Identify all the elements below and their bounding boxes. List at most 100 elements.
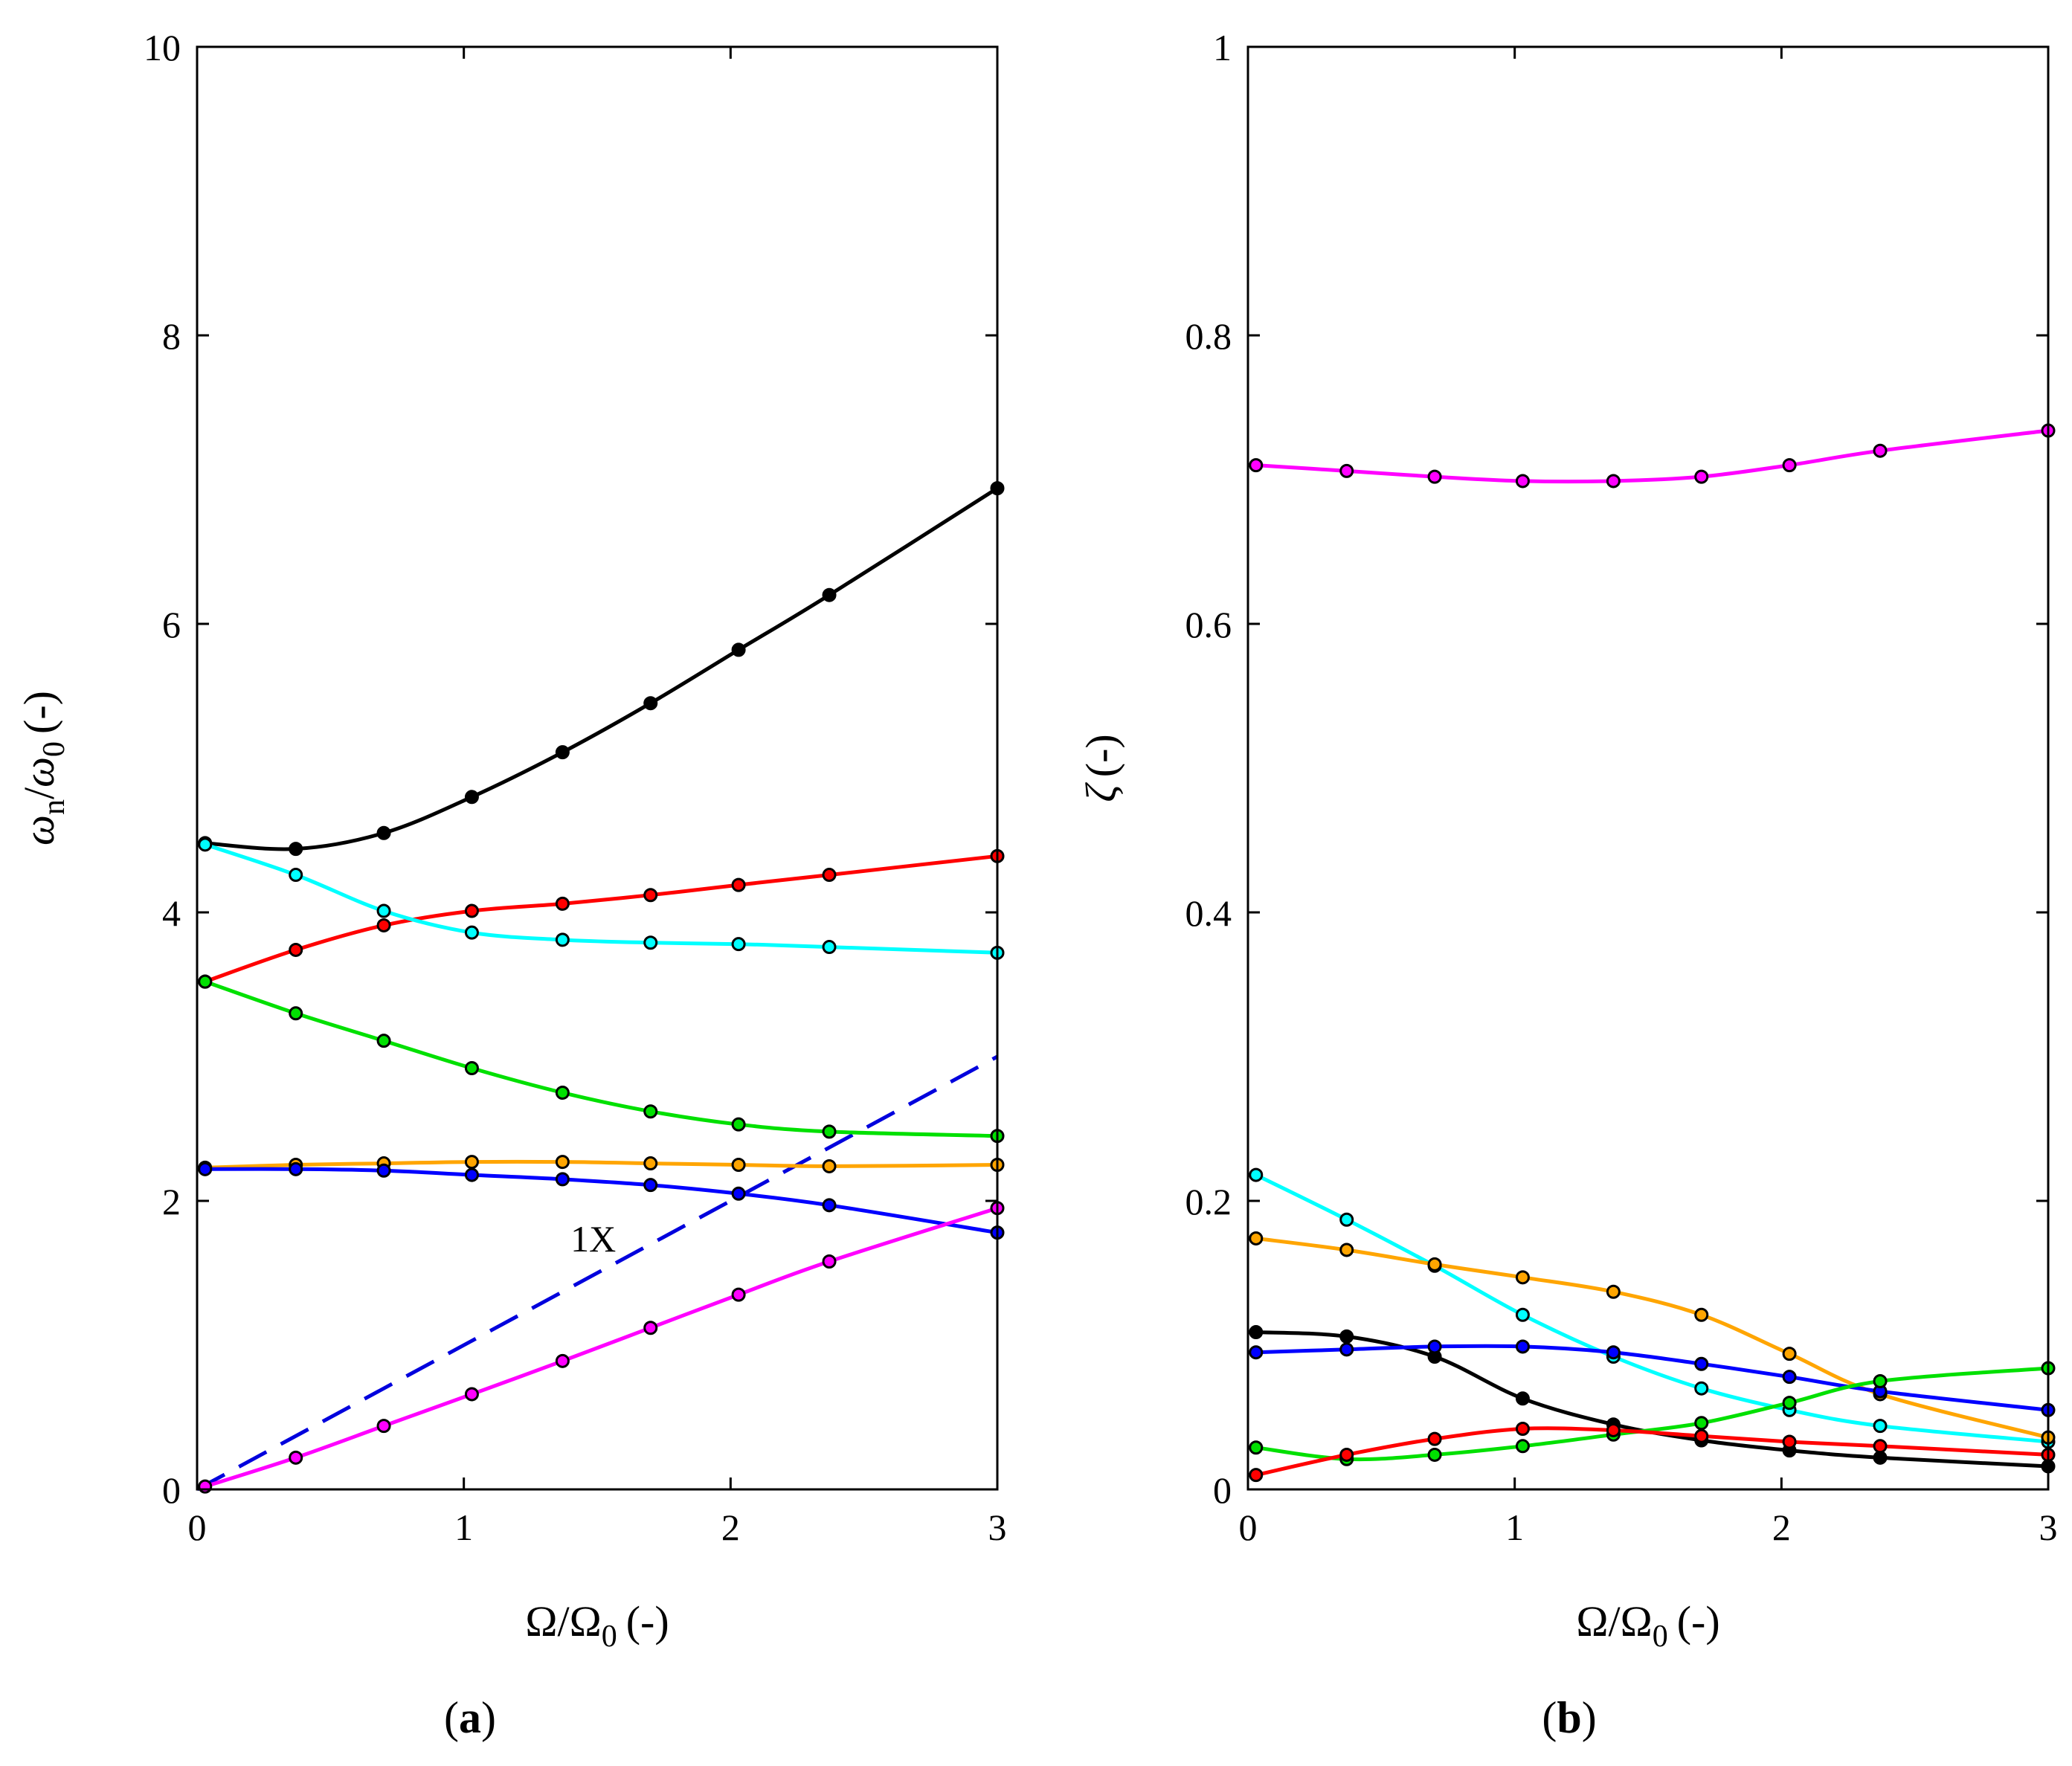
panel-a-markers: [198, 481, 1005, 1494]
panel-a-tick-labels: 0 1 2 3 0 2 4 6 8 10: [144, 27, 1007, 1548]
data-point-orange: [1339, 1243, 1354, 1257]
data-point-cyan: [1873, 1419, 1888, 1434]
data-point-orange: [822, 1158, 837, 1173]
x-tick-label: 1: [1505, 1506, 1524, 1548]
data-point-blue: [1782, 1370, 1797, 1385]
series-line-black: [205, 486, 999, 851]
data-point-blue: [1339, 1342, 1354, 1357]
data-point-blue: [1427, 1339, 1442, 1354]
panel-a-y-axis-title: ωn/ω0(-): [15, 691, 71, 845]
data-point-orange: [1427, 1257, 1442, 1272]
data-point-cyan: [1694, 1381, 1709, 1396]
x-tick-label: 3: [2039, 1506, 2058, 1548]
panel-a-series: [196, 486, 999, 1492]
panel-b-tick-labels: 0 1 2 3 0 0.2 0.4 0.6 0.8 1: [1185, 27, 2058, 1548]
data-point-cyan: [643, 935, 658, 950]
data-point-red: [1873, 1439, 1888, 1454]
data-point-blue: [643, 1178, 658, 1193]
data-point-green: [376, 1034, 391, 1048]
data-point-blue: [464, 1167, 479, 1182]
data-point-red: [1782, 1434, 1797, 1449]
data-point-magenta: [1873, 443, 1888, 458]
data-point-green: [731, 1117, 746, 1132]
data-point-blue: [376, 1163, 391, 1178]
series-line-red: [1255, 1426, 2049, 1477]
data-point-green: [643, 1104, 658, 1119]
data-point-magenta: [1427, 469, 1442, 484]
data-point-magenta: [1249, 458, 1264, 473]
data-point-magenta: [1339, 463, 1354, 478]
data-point-red: [464, 903, 479, 918]
data-point-black: [1339, 1329, 1354, 1344]
data-point-red: [1515, 1422, 1530, 1437]
data-point-green: [1694, 1416, 1709, 1431]
data-point-cyan: [822, 940, 837, 955]
x-tick-label: 3: [988, 1506, 1007, 1548]
panel-b-plot-frame: [1246, 45, 2050, 1491]
data-point-cyan: [555, 932, 570, 947]
data-point-black: [1515, 1391, 1530, 1406]
data-point-red: [1249, 1468, 1264, 1483]
y-tick-label: 0.4: [1185, 892, 1232, 934]
data-point-blue: [555, 1172, 570, 1187]
data-point-red: [555, 896, 570, 911]
data-point-red: [1606, 1422, 1621, 1437]
data-point-blue: [1249, 1345, 1264, 1360]
data-point-blue: [198, 1161, 213, 1176]
series-line-orange: [205, 1159, 998, 1170]
data-point-blue: [1606, 1345, 1621, 1360]
panel-a: 0 1 2 3 0 2 4 6 8 10 1X ωn/ω0(-) Ω/Ω0 (-) (a): [15, 27, 1007, 1742]
data-point-orange: [1694, 1307, 1709, 1322]
panel-b-label: (b): [1542, 1693, 1596, 1742]
y-tick-label: 6: [162, 604, 181, 645]
data-point-green: [1873, 1374, 1888, 1388]
data-point-black: [1873, 1450, 1888, 1465]
series-line-black: [1255, 1330, 2049, 1469]
panel-b-markers: [1249, 423, 2056, 1483]
data-point-magenta: [289, 1450, 303, 1465]
data-point-magenta: [198, 1479, 213, 1494]
data-point-orange: [643, 1156, 658, 1171]
data-point-black: [555, 745, 570, 760]
series-line-magenta: [1255, 428, 2049, 484]
data-point-magenta: [376, 1419, 391, 1434]
series-line-cyan: [1255, 1173, 2049, 1444]
data-point-cyan: [289, 868, 303, 883]
panel-a-1x-label: 1X: [570, 1218, 616, 1260]
panel-b: 0 1 2 3 0 0.2 0.4 0.6 0.8 1 ζ(-) Ω/Ω0 (-) (b): [1077, 27, 2058, 1742]
data-point-black: [822, 587, 837, 602]
y-tick-label: 0.8: [1185, 315, 1232, 357]
data-point-cyan: [731, 937, 746, 952]
data-point-cyan: [1249, 1167, 1264, 1182]
data-point-green: [1249, 1440, 1264, 1455]
data-point-green: [1515, 1439, 1530, 1454]
y-tick-label: 8: [162, 315, 181, 357]
data-point-green: [555, 1086, 570, 1100]
data-point-magenta: [1694, 469, 1709, 484]
series-line-orange: [1255, 1236, 2049, 1440]
data-point-cyan: [376, 903, 391, 918]
data-point-magenta: [822, 1254, 837, 1269]
data-point-cyan: [1339, 1212, 1354, 1227]
data-point-orange: [1249, 1231, 1264, 1245]
data-point-red: [822, 868, 837, 883]
data-point-black: [464, 790, 479, 805]
data-point-orange: [731, 1158, 746, 1172]
data-point-blue: [731, 1186, 746, 1201]
data-point-cyan: [1515, 1307, 1530, 1322]
data-point-black: [731, 642, 746, 657]
y-tick-label: 0.2: [1185, 1181, 1232, 1222]
series-line-green: [1255, 1366, 2049, 1462]
data-point-black: [643, 696, 658, 711]
data-point-green: [198, 974, 213, 989]
panel-a-plot-frame: [196, 45, 999, 1491]
data-point-red: [289, 942, 303, 957]
data-point-red: [1694, 1428, 1709, 1443]
series-line-red: [204, 854, 998, 984]
x-tick-label: 0: [1239, 1506, 1258, 1548]
data-point-magenta: [643, 1321, 658, 1335]
y-tick-label: 4: [162, 892, 181, 934]
data-point-red: [1427, 1431, 1442, 1446]
x-tick-label: 0: [188, 1506, 207, 1548]
y-tick-label: 0: [1213, 1469, 1232, 1511]
